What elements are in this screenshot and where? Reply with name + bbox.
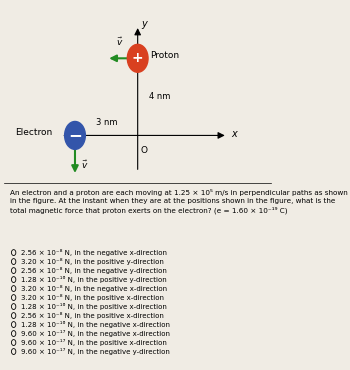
Text: 1.28 × 10⁻¹⁶ N, in the positive x-direction: 1.28 × 10⁻¹⁶ N, in the positive x-direct… <box>21 303 167 310</box>
Text: Proton: Proton <box>150 51 179 60</box>
Text: −: − <box>68 127 82 144</box>
Text: 3.20 × 10⁻⁸ N, in the negative x-direction: 3.20 × 10⁻⁸ N, in the negative x-directi… <box>21 285 167 292</box>
Text: 4 nm: 4 nm <box>149 92 170 101</box>
Text: $\vec{v}$: $\vec{v}$ <box>116 36 124 48</box>
Text: 2.56 × 10⁻⁸ N, in the negative y-direction: 2.56 × 10⁻⁸ N, in the negative y-directi… <box>21 267 167 274</box>
Text: 3.20 × 10⁻⁸ N, in the positive x-direction: 3.20 × 10⁻⁸ N, in the positive x-directi… <box>21 294 164 301</box>
Text: 3.20 × 10⁻⁸ N, in the positive y-direction: 3.20 × 10⁻⁸ N, in the positive y-directi… <box>21 258 164 265</box>
Text: 2.56 × 10⁻⁸ N, in the positive x-direction: 2.56 × 10⁻⁸ N, in the positive x-directi… <box>21 312 164 319</box>
Text: x: x <box>232 129 237 139</box>
Text: 1.28 × 10⁻¹⁶ N, in the positive y-direction: 1.28 × 10⁻¹⁶ N, in the positive y-direct… <box>21 276 167 283</box>
Text: +: + <box>132 51 143 65</box>
Text: y: y <box>141 19 147 29</box>
Text: O: O <box>141 146 148 155</box>
Circle shape <box>65 121 85 149</box>
Text: $\vec{v}$: $\vec{v}$ <box>81 159 89 171</box>
Text: 1.28 × 10⁻¹⁶ N, in the negative x-direction: 1.28 × 10⁻¹⁶ N, in the negative x-direct… <box>21 321 170 328</box>
Text: An electron and a proton are each moving at 1.25 × 10⁵ m/s in perpendicular path: An electron and a proton are each moving… <box>9 189 347 214</box>
Text: Electron: Electron <box>15 128 52 137</box>
Text: 2.56 × 10⁻⁸ N, in the negative x-direction: 2.56 × 10⁻⁸ N, in the negative x-directi… <box>21 249 167 256</box>
Circle shape <box>127 44 148 72</box>
Text: 9.60 × 10⁻¹⁷ N, in the negative x-direction: 9.60 × 10⁻¹⁷ N, in the negative x-direct… <box>21 330 170 337</box>
Text: 9.60 × 10⁻¹⁷ N, in the negative y-direction: 9.60 × 10⁻¹⁷ N, in the negative y-direct… <box>21 348 170 355</box>
Text: 3 nm: 3 nm <box>96 118 117 127</box>
Text: 9.60 × 10⁻¹⁷ N, in the positive x-direction: 9.60 × 10⁻¹⁷ N, in the positive x-direct… <box>21 339 167 346</box>
